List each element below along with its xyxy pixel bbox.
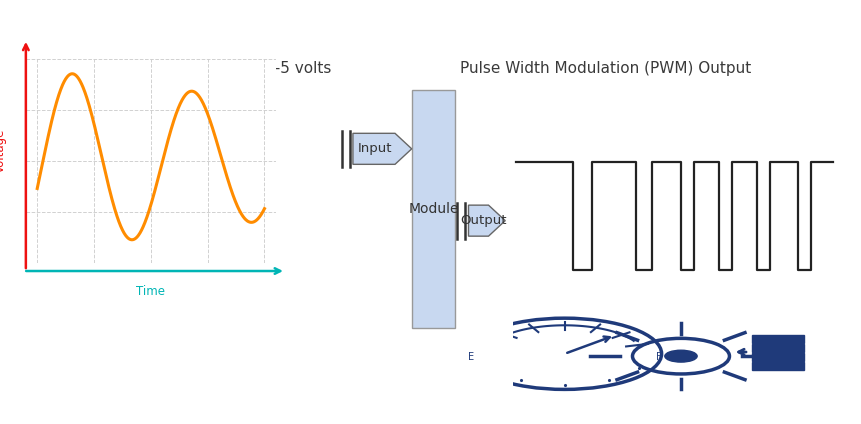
FancyBboxPatch shape — [751, 353, 802, 361]
FancyArrow shape — [352, 133, 412, 165]
Text: Output: Output — [460, 214, 506, 227]
FancyBboxPatch shape — [751, 362, 802, 370]
Text: Voltage: Voltage — [0, 129, 8, 173]
Text: E: E — [468, 352, 474, 363]
FancyArrow shape — [468, 205, 505, 236]
Text: Input: Input — [357, 142, 392, 155]
FancyBboxPatch shape — [412, 90, 455, 328]
Circle shape — [664, 350, 697, 362]
Text: Time: Time — [136, 285, 165, 298]
Text: F: F — [654, 352, 660, 363]
FancyBboxPatch shape — [751, 344, 802, 352]
Text: Pulse Width Modulation (PWM) Output: Pulse Width Modulation (PWM) Output — [459, 61, 750, 75]
FancyBboxPatch shape — [751, 335, 802, 343]
Text: Analogue Input 0-5 volts: Analogue Input 0-5 volts — [144, 61, 331, 75]
Text: Module: Module — [408, 202, 458, 216]
